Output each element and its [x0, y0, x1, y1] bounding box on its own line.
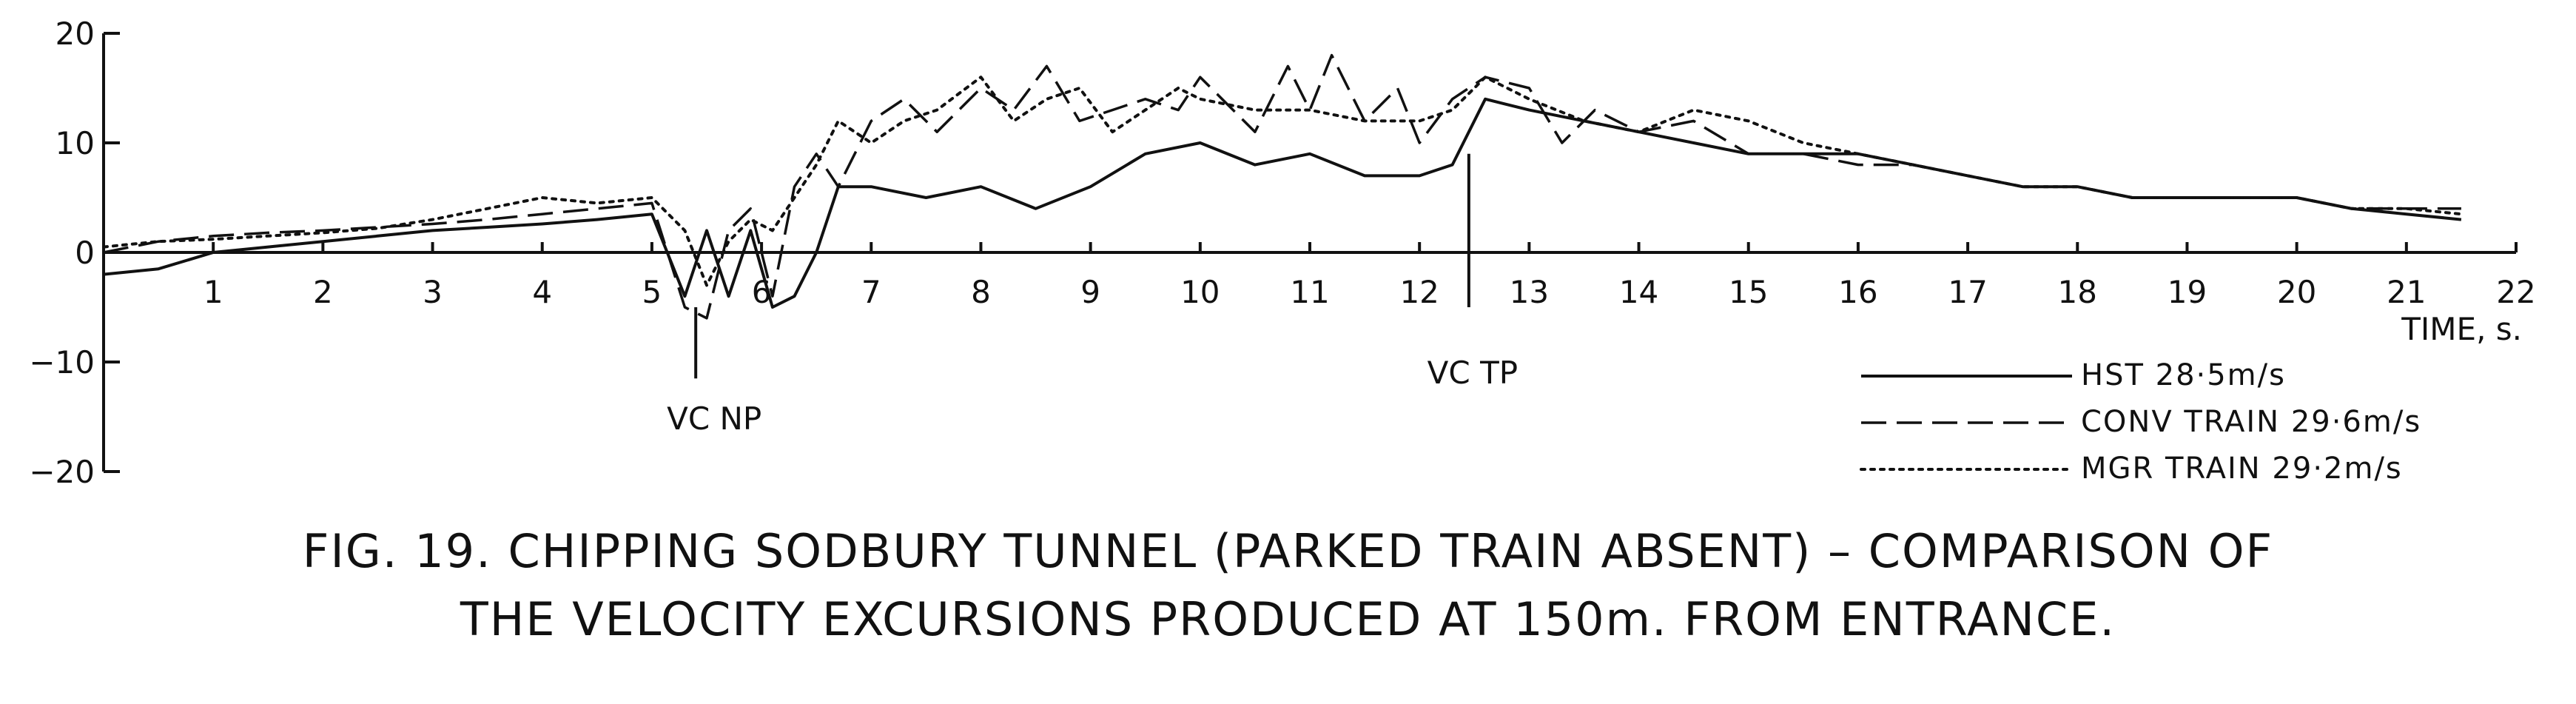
y-tick-label: 20: [56, 16, 95, 52]
x-tick-label: 10: [1180, 274, 1220, 310]
annotation-layer: VC NP VC TP: [667, 153, 1518, 437]
legend-label: HST 28·5m/s: [2081, 358, 2286, 392]
legend-label: MGR TRAIN 29·2m/s: [2081, 452, 2403, 486]
x-tick-label: 19: [2168, 274, 2207, 310]
x-axis-label: TIME, s.: [2401, 311, 2522, 347]
legend-label: CONV TRAIN 29·6m/s: [2081, 405, 2421, 439]
x-tick-label: 4: [532, 274, 552, 310]
x-tick-label: 9: [1080, 274, 1100, 310]
series-line-dotted: [102, 76, 2463, 287]
x-tick-label: 3: [423, 274, 443, 310]
x-tick-label: 17: [1948, 274, 1987, 310]
x-tick-label: 20: [2277, 274, 2316, 310]
legend: HST 28·5m/s CONV TRAIN 29·6m/s MGR TRAIN 2…: [1860, 358, 2421, 486]
x-tick-label: 12: [1399, 274, 1439, 310]
y-tick-label: 10: [56, 125, 95, 161]
caption-line-2: THE VELOCITY EXCURSIONS PRODUCED AT 150m…: [460, 592, 2116, 646]
y-tick-label: −10: [29, 344, 95, 381]
annotation-label: VC TP: [1427, 355, 1518, 391]
x-tick-label: 5: [642, 274, 662, 310]
x-tick-label: 14: [1619, 274, 1658, 310]
series-line-dashed: [103, 53, 2461, 320]
x-tick-label: 13: [1510, 274, 1549, 310]
x-tick-label: 8: [971, 274, 991, 310]
y-tick-label: −20: [29, 454, 95, 490]
x-tick-label: 2: [313, 274, 333, 310]
x-tick-label: 7: [861, 274, 881, 310]
y-tick-label: 0: [75, 235, 95, 271]
x-tick-label: 18: [2058, 274, 2097, 310]
x-tick-label: 16: [1838, 274, 1877, 310]
caption-line-1: FIG. 19. CHIPPING SODBURY TUNNEL (PARKED…: [302, 524, 2274, 578]
x-tick-label: 21: [2387, 274, 2426, 310]
x-tick-label: 11: [1290, 274, 1329, 310]
x-tick-label: 1: [204, 274, 223, 310]
series-line-solid: [103, 97, 2462, 309]
series-layer: [102, 53, 2463, 320]
x-tick-label: 15: [1729, 274, 1768, 310]
annotation-label: VC NP: [667, 400, 761, 437]
x-tick-label: 22: [2496, 274, 2535, 310]
